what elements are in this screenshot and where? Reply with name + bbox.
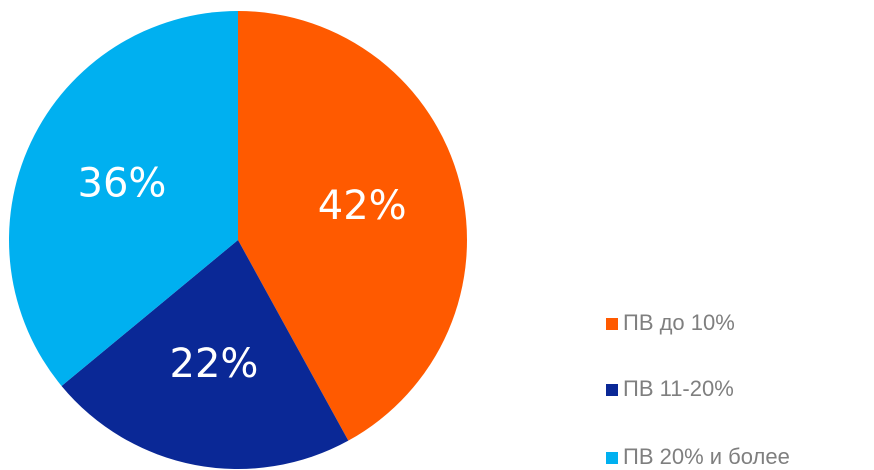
pie-slice (238, 11, 468, 441)
legend-swatch (606, 384, 618, 396)
pie-slice (9, 11, 238, 386)
data-label: 22% (170, 341, 259, 387)
data-label: 36% (78, 160, 167, 206)
legend-label: ПВ 20% и более (623, 444, 790, 469)
data-label: 42% (318, 183, 407, 229)
pie-slice (61, 240, 349, 469)
legend-swatch (606, 452, 618, 464)
legend-label: ПВ 11-20% (623, 376, 734, 401)
legend-swatch (606, 318, 618, 330)
legend-label: ПВ до 10% (623, 310, 735, 335)
